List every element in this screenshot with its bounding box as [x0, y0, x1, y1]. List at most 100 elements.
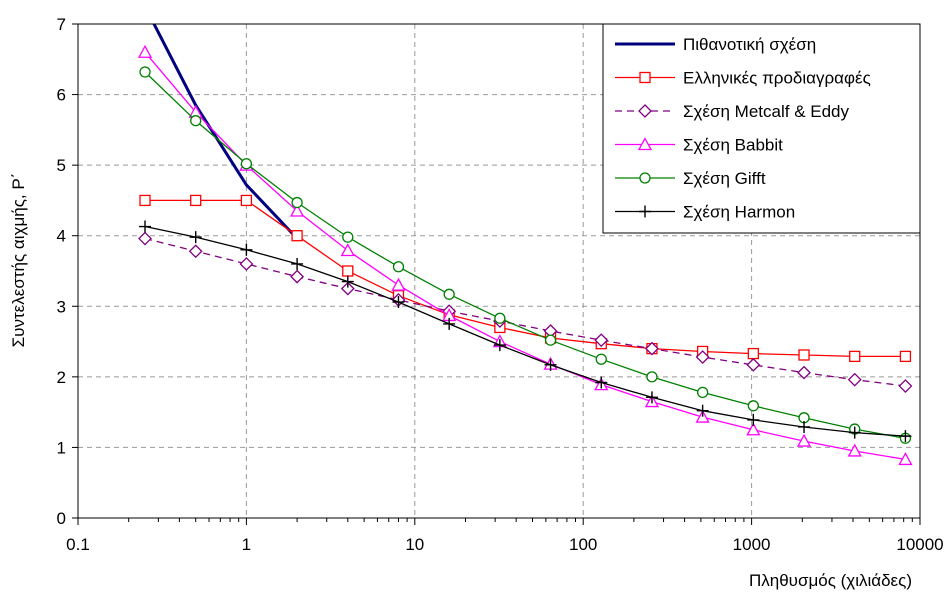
y-tick-label: 4	[57, 227, 66, 246]
y-tick-label: 7	[57, 15, 66, 34]
y-tick-label: 1	[57, 438, 66, 457]
data-point	[443, 317, 456, 330]
legend-label: Πιθανοτική σχέση	[683, 35, 816, 54]
series-0	[152, 24, 299, 240]
data-point	[392, 296, 405, 309]
data-point	[898, 452, 913, 466]
series-line	[144, 71, 906, 439]
data-point	[291, 257, 304, 270]
data-point	[696, 386, 709, 399]
data-point	[138, 231, 152, 246]
data-point	[342, 231, 354, 243]
y-tick-label: 3	[57, 297, 66, 316]
axes: 0 1 2 3 4 5 6 7 0.1 1 10 100 1000 10000	[57, 15, 944, 554]
data-point	[443, 288, 455, 300]
legend: Πιθανοτική σχέση Ελληνικές προδιαγραφές Σχ…	[602, 23, 921, 234]
data-point	[342, 265, 354, 277]
data-point	[595, 353, 607, 365]
data-point	[493, 339, 506, 352]
series-2	[138, 231, 913, 393]
data-point	[139, 66, 151, 78]
y-tick-label: 6	[57, 86, 66, 105]
data-point	[798, 420, 811, 433]
data-point	[646, 371, 658, 383]
data-point	[645, 341, 659, 356]
data-point	[798, 349, 810, 361]
data-point	[494, 312, 506, 324]
series-4	[139, 66, 912, 444]
y-axis-label: Συντελεστής αιχμής, P΄	[9, 173, 28, 348]
legend-swatch-marker	[637, 137, 653, 151]
data-point	[695, 350, 710, 365]
data-point	[289, 203, 305, 217]
data-point	[291, 230, 303, 242]
x-tick-label: 10000	[896, 535, 943, 554]
legend-swatch-marker	[639, 172, 651, 184]
data-point	[747, 347, 759, 360]
data-point	[137, 44, 153, 58]
data-point	[240, 194, 253, 207]
x-tick-label: 100	[569, 535, 597, 554]
data-point	[189, 231, 202, 244]
data-point	[291, 196, 303, 209]
series-layer	[137, 24, 913, 466]
series-line	[144, 237, 906, 387]
y-tick-label: 0	[57, 509, 66, 528]
data-point	[340, 281, 355, 296]
series-line	[152, 24, 299, 240]
data-point	[746, 357, 761, 372]
legend-swatch-marker	[639, 71, 651, 84]
legend-swatch-marker	[638, 104, 652, 118]
data-point	[899, 350, 912, 363]
data-point	[847, 443, 862, 457]
data-point	[797, 365, 811, 380]
data-point	[239, 257, 254, 271]
data-point	[899, 430, 912, 443]
data-point	[696, 404, 709, 417]
data-point	[190, 194, 202, 207]
legend-swatch-marker	[639, 205, 651, 218]
data-point	[391, 277, 406, 291]
data-point	[139, 220, 152, 233]
data-point	[190, 115, 202, 127]
series-5	[139, 220, 912, 443]
series-line	[144, 51, 906, 461]
y-tick-label: 5	[57, 156, 66, 175]
series-3	[137, 44, 913, 466]
legend-label: Σχέση Babbit	[683, 136, 783, 155]
legend-label: Σχέση Gifft	[683, 169, 766, 188]
data-point	[240, 158, 253, 170]
x-tick-label: 10	[405, 535, 424, 554]
data-point	[848, 426, 861, 439]
data-point	[849, 350, 861, 363]
data-point	[847, 372, 862, 387]
data-point	[747, 400, 759, 412]
data-point	[594, 333, 609, 348]
data-point	[746, 422, 761, 436]
data-point	[645, 391, 658, 404]
series-line	[144, 225, 906, 437]
plot-frame	[77, 23, 921, 519]
data-point	[595, 376, 608, 389]
data-point	[898, 379, 913, 393]
x-tick-label: 1000	[733, 535, 771, 554]
legend-label: Ελληνικές προδιαγραφές	[683, 69, 871, 88]
series-line	[145, 199, 906, 358]
x-tick-label: 1	[242, 535, 251, 554]
data-point	[392, 261, 405, 273]
legend-box	[602, 23, 921, 234]
x-axis-label: Πληθυσμός (χιλιάδες)	[749, 571, 912, 590]
data-point	[544, 334, 557, 346]
data-point	[139, 194, 151, 207]
data-point	[340, 243, 355, 257]
legend-label: Σχέση Harmon	[683, 203, 795, 222]
data-point	[341, 275, 354, 288]
data-point	[544, 358, 557, 371]
data-point	[796, 433, 812, 447]
data-point	[188, 244, 203, 259]
data-point	[747, 413, 760, 426]
y-tick-label: 2	[57, 368, 66, 387]
legend-label: Σχέση Metcalf & Eddy	[683, 102, 850, 121]
